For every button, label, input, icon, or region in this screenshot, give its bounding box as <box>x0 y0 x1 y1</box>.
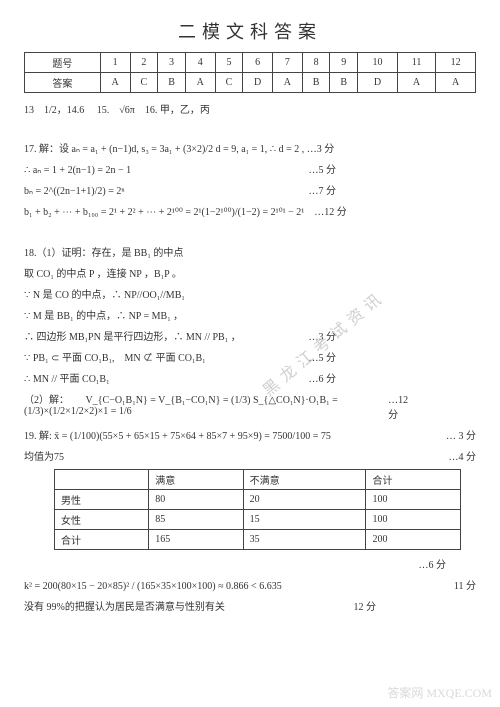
q18-p7: ∴ MN // 平面 CO₁B₁ …6 分 <box>24 370 476 385</box>
val: B <box>302 73 330 93</box>
c: 80 <box>149 490 243 510</box>
c: 100 <box>366 510 460 530</box>
col: 9 <box>330 53 358 73</box>
q18-p6-text: ∵ PB₁ ⊂ 平面 CO₁B₁, MN ⊄ 平面 CO₁B₁ <box>24 349 206 364</box>
col: 4 <box>185 53 215 73</box>
c: 165 <box>149 530 243 550</box>
val: B <box>158 73 186 93</box>
q18-p2: 取 CO₁ 的中点 P ，连接 NP ，B₁P 。 <box>24 265 476 280</box>
q17-l4-score: …12 分 <box>314 207 347 218</box>
q19-k2-score: 11 分 <box>454 577 476 592</box>
q17-l1-text: 17. 解：设 aₙ = a₁ + (n−1)d, s₃ = 3a₁ + (3×… <box>24 144 304 155</box>
q18-p3: ∵ N 是 CO 的中点，∴ NP//OO₁//MB₁ <box>24 286 476 301</box>
val: A <box>273 73 303 93</box>
q17-line1: 17. 解：设 aₙ = a₁ + (n−1)d, s₃ = 3a₁ + (3×… <box>24 140 476 155</box>
q19-k2: k² = 200(80×15 − 20×85)² / (165×35×100×1… <box>24 577 476 592</box>
col: 11 <box>397 53 435 73</box>
q19-l2-text: 均值为75 <box>24 448 64 463</box>
q13: 13 1/2，14.6 <box>24 105 84 116</box>
col: 7 <box>273 53 303 73</box>
q18-p1: 18.（1）证明：存在，是 BB₁ 的中点 <box>24 244 476 259</box>
q17-l4-text: b₁ + b₂ + ⋯ + b₁₀₀ = 2¹ + 2² + ⋯ + 2¹⁰⁰ … <box>24 207 304 218</box>
sat-row-female: 女性 85 15 100 <box>55 510 461 530</box>
val: A <box>397 73 435 93</box>
q19-conc-score: 12 分 <box>354 598 377 613</box>
sat-h0 <box>55 470 149 490</box>
satisfaction-table: 满意 不满意 合计 男性 80 20 100 女性 85 15 100 合计 1… <box>54 469 461 550</box>
q17-line2: ∴ aₙ = 1 + 2(n−1) = 2n − 1 …5 分 <box>24 161 476 176</box>
q17-l3-text: bₙ = 2^((2n−1+1)/2) = 2ⁿ <box>24 186 124 197</box>
q19-l1: 19. 解: x̄ = (1/100)(55×5 + 65×15 + 75×64… <box>24 427 476 442</box>
answer-table-values: 答案 A C B A C D A B B D A A <box>25 73 476 93</box>
col: 5 <box>215 53 243 73</box>
q18-p8-body: V_{C−O₁B₁N} = V_{B₁−CO₁N} = (1/3) S_{△CO… <box>24 395 338 417</box>
q18-p6-score: …5 分 <box>309 349 337 364</box>
q19-l1-text: 19. 解: x̄ = (1/100)(55×5 + 65×15 + 75×64… <box>24 427 331 442</box>
header-label: 题号 <box>25 53 101 73</box>
sat-h2: 不满意 <box>243 470 366 490</box>
val: D <box>358 73 398 93</box>
val: C <box>215 73 243 93</box>
q19-conc: 没有 99%的把握认为居民是否满意与性别有关 12 分 <box>24 598 476 613</box>
row-label: 答案 <box>25 73 101 93</box>
q18-p7-text: ∴ MN // 平面 CO₁B₁ <box>24 370 110 385</box>
q19-l1-score: … 3 分 <box>446 427 476 442</box>
q17-l2-text: ∴ aₙ = 1 + 2(n−1) = 2n − 1 <box>24 165 131 176</box>
val: D <box>243 73 273 93</box>
col: 12 <box>436 53 476 73</box>
sat-h1: 满意 <box>149 470 243 490</box>
col: 2 <box>130 53 158 73</box>
sat-row-total: 合计 165 35 200 <box>55 530 461 550</box>
q18-p7-score: …6 分 <box>309 370 337 385</box>
watermark-corner: 答案网 MXQE.COM <box>387 684 492 701</box>
q18-p6: ∵ PB₁ ⊂ 平面 CO₁B₁, MN ⊄ 平面 CO₁B₁ …5 分 <box>24 349 476 364</box>
q17-l2-score: …5 分 <box>309 161 337 176</box>
val: A <box>100 73 130 93</box>
answer-table-header: 题号 1 2 3 4 5 6 7 8 9 10 11 12 <box>25 53 476 73</box>
val: B <box>330 73 358 93</box>
q17-l3-score: …7 分 <box>309 182 337 197</box>
answer-table: 题号 1 2 3 4 5 6 7 8 9 10 11 12 答案 A C B A… <box>24 52 476 93</box>
fill-answers: 13 1/2，14.6 15. √6π 16. 甲，乙，丙 <box>24 101 476 116</box>
c: 合计 <box>55 530 149 550</box>
q18-p4: ∵ M 是 BB₁ 的中点，∴ NP = MB₁ ， <box>24 307 476 322</box>
q19-conc-text: 没有 99%的把握认为居民是否满意与性别有关 <box>24 598 225 613</box>
q18-p8-label: （2）解： <box>24 395 69 406</box>
q19-l2: 均值为75 …4 分 <box>24 448 476 463</box>
val: A <box>185 73 215 93</box>
q15: 15. √6π <box>97 105 135 116</box>
q19-k2-text: k² = 200(80×15 − 20×85)² / (165×35×100×1… <box>24 581 282 592</box>
c: 男性 <box>55 490 149 510</box>
c: 35 <box>243 530 366 550</box>
q17-l1-score: …3 分 <box>307 140 335 155</box>
q19-l2-score: …4 分 <box>449 448 477 463</box>
q18-p5: ∴ 四边形 MB₁PN 是平行四边形，∴ MN // PB₁ ， …3 分 <box>24 328 476 343</box>
q18-p5-score: …3 分 <box>309 328 337 343</box>
col: 6 <box>243 53 273 73</box>
sat-row-male: 男性 80 20 100 <box>55 490 461 510</box>
page-title: 二模文科答案 <box>24 18 476 44</box>
c: 20 <box>243 490 366 510</box>
q18-p5-text: ∴ 四边形 MB₁PN 是平行四边形，∴ MN // PB₁ ， <box>24 328 241 343</box>
val: C <box>130 73 158 93</box>
col: 1 <box>100 53 130 73</box>
q16: 16. 甲，乙，丙 <box>145 105 210 116</box>
col: 10 <box>358 53 398 73</box>
c: 100 <box>366 490 460 510</box>
q18-p8: （2）解： V_{C−O₁B₁N} = V_{B₁−CO₁N} = (1/3) … <box>24 391 476 421</box>
c: 85 <box>149 510 243 530</box>
q18-p8-score: …12 分 <box>388 395 416 421</box>
col: 3 <box>158 53 186 73</box>
val: A <box>436 73 476 93</box>
col: 8 <box>302 53 330 73</box>
sat-score: …6 分 <box>24 556 446 571</box>
q17-line4: b₁ + b₂ + ⋯ + b₁₀₀ = 2¹ + 2² + ⋯ + 2¹⁰⁰ … <box>24 203 476 218</box>
sat-h3: 合计 <box>366 470 460 490</box>
q17-line3: bₙ = 2^((2n−1+1)/2) = 2ⁿ …7 分 <box>24 182 476 197</box>
c: 女性 <box>55 510 149 530</box>
sat-header: 满意 不满意 合计 <box>55 470 461 490</box>
c: 15 <box>243 510 366 530</box>
c: 200 <box>366 530 460 550</box>
